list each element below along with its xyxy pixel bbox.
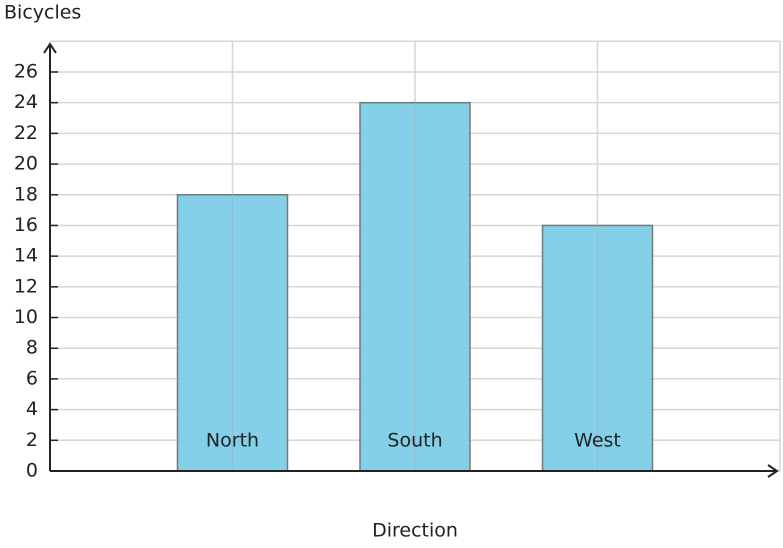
x-axis-label: Direction (372, 520, 458, 542)
y-tick-label: 18 (14, 183, 38, 205)
x-tick-label: West (574, 430, 621, 452)
y-tick-label: 2 (26, 429, 38, 451)
y-tick-label: 22 (14, 122, 38, 144)
y-tick-label: 8 (26, 337, 38, 359)
y-tick-label: 14 (14, 245, 38, 267)
y-axis-label: Bicycles (4, 2, 81, 24)
x-tick-label: North (206, 430, 259, 452)
y-tick-label: 16 (14, 214, 38, 236)
y-tick-label: 4 (26, 398, 38, 420)
x-tick-label: South (387, 430, 442, 452)
y-tick-label: 10 (14, 306, 38, 328)
y-tick-label: 0 (26, 460, 38, 482)
y-tick-label: 20 (14, 153, 38, 175)
y-tick-label: 6 (26, 367, 38, 389)
y-tick-label: 12 (14, 275, 38, 297)
bars: North South West (176, 101, 654, 472)
x-arrow (767, 464, 779, 478)
y-tick-label: 26 (14, 60, 38, 82)
y-arrow (43, 42, 57, 54)
y-tick-label: 24 (14, 91, 38, 113)
